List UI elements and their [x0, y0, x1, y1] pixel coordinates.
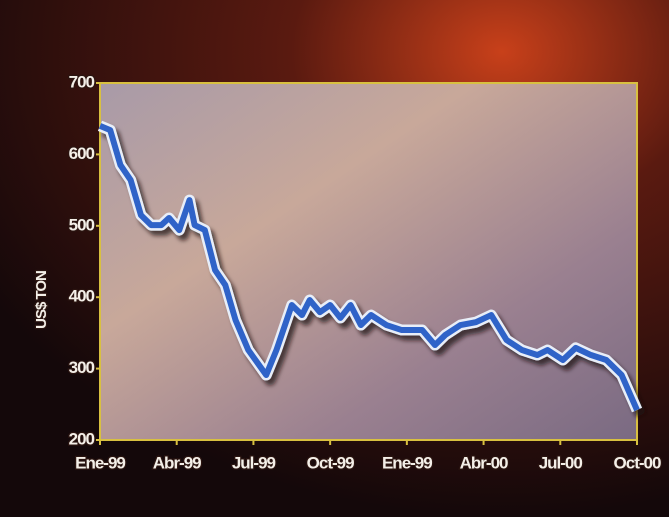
- x-tick-label: Jul-99: [232, 453, 276, 472]
- y-tick-label: 300: [69, 358, 95, 377]
- x-tick-label: Oct-99: [307, 453, 354, 472]
- x-tick-label: Ene-99: [382, 453, 432, 472]
- y-axis-label: US$ TON: [33, 271, 50, 329]
- x-tick-label: Abr-99: [153, 453, 201, 472]
- plot-area: [99, 82, 638, 441]
- x-tick-label: Oct-00: [614, 453, 661, 472]
- line: [98, 123, 640, 412]
- x-tick-label: Jul-00: [539, 453, 583, 472]
- x-tick-label: Ene-99: [75, 453, 125, 472]
- y-tick-label: 600: [69, 144, 95, 163]
- y-tick-label: 500: [69, 215, 95, 234]
- y-tick-label: 400: [69, 287, 95, 306]
- y-tick-label: 700: [69, 72, 95, 91]
- y-tick-label: 200: [69, 429, 95, 448]
- x-tick-label: Abr-00: [460, 453, 508, 472]
